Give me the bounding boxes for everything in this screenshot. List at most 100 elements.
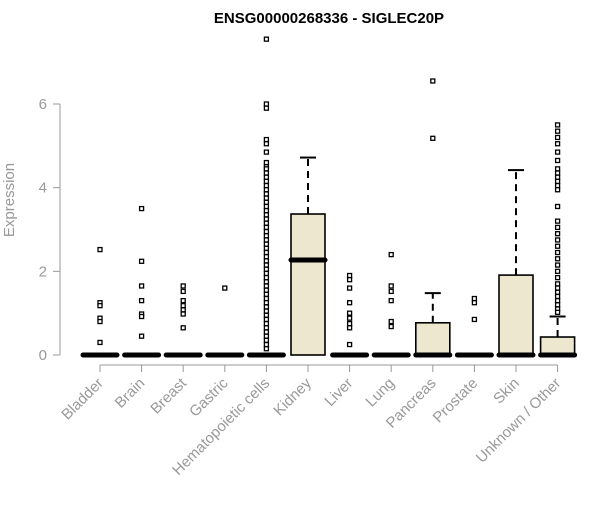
box-brain [122,205,162,358]
outlier-point [263,228,270,235]
outlier-point [554,128,561,134]
outlier-point [180,302,186,309]
outlier-point [97,318,103,325]
outlier-point [554,182,561,189]
outlier-point [263,262,270,268]
outlier-point [263,224,270,231]
y-tick-label: 2 [39,263,47,280]
y-tick-label: 6 [39,96,47,113]
outlier-point [263,337,270,344]
outlier-point [263,274,270,281]
outlier-point [263,212,270,218]
x-tick-label: Prostate [430,375,482,427]
outlier-point [263,166,270,172]
outlier-point [346,325,353,331]
outlier-point [388,323,394,330]
outlier-point [554,122,561,128]
outlier-point [263,170,270,176]
outlier-point [554,256,561,262]
outlier-point [554,134,561,141]
outlier-point [554,174,561,180]
outlier-point [554,262,561,268]
outlier-point [263,199,270,205]
outlier-point [554,166,561,172]
x-tick-label: Liver [321,375,356,410]
outlier-point [346,272,353,279]
outlier-point [263,249,270,256]
outlier-point [263,141,270,147]
outlier-point [138,258,145,264]
outlier-point [263,287,270,293]
box-kidney [288,156,328,356]
outlier-point [263,283,270,289]
outlier-point [263,187,270,193]
x-tick-label: Brain [112,375,149,412]
outlier-point [138,205,145,212]
outlier-point [180,307,186,313]
y-tick-label: 0 [39,347,47,364]
outlier-point [263,195,270,201]
box-breast [163,283,203,358]
outlier-point [346,310,353,316]
outlier-point [346,320,353,327]
chart-title: ENSG00000268336 - SIGLEC20P [214,10,444,27]
y-axis: 0 2 4 6 [39,96,61,364]
box-gastric [205,285,245,358]
box-bladder [80,246,120,358]
box-pancreas [413,78,453,358]
outlier-point [554,285,561,291]
outlier-point [263,316,270,323]
outlier-point [263,233,270,239]
outlier-point [222,285,228,291]
x-tick-label: Lung [362,375,398,411]
outlier-point [263,159,270,166]
outlier-point [263,237,270,243]
outlier-point [263,203,270,210]
x-tick-label: Skin [490,375,523,408]
outlier-point [263,245,270,251]
outlier-point [346,300,353,306]
outlier-point [263,291,270,297]
x-tick-label: Breast [147,374,190,417]
outlier-point [554,157,561,164]
outlier-point [138,333,145,339]
box-body [414,321,451,356]
box-body [498,274,534,356]
box-skin [496,169,536,358]
outlier-point [471,295,478,302]
outlier-point [138,283,145,289]
outlier-point [554,178,561,185]
outlier-point [263,178,270,185]
outlier-point [554,302,561,308]
outlier-point [554,170,561,176]
outlier-point [263,312,270,318]
outlier-point [388,318,394,325]
outlier-point [263,329,270,335]
outlier-point [554,249,561,256]
outlier-point [180,297,186,304]
outlier-point [263,279,270,285]
outlier-point [554,187,561,193]
outlier-point [388,283,394,289]
outlier-point [554,218,561,224]
outlier-point [97,302,103,309]
box-lung [371,251,411,358]
outlier-point [180,325,186,331]
boxes-group [80,36,578,358]
outlier-point [263,341,270,348]
outlier-point [554,309,561,315]
outlier-point [263,304,270,310]
outlier-point [554,243,561,249]
outlier-point [180,311,186,317]
outlier-point [263,346,270,352]
outlier-point [388,251,394,258]
outlier-point [263,105,270,111]
outlier-point [263,254,270,260]
outlier-point [263,300,270,306]
outlier-point [554,203,561,210]
outlier-point [263,36,270,42]
outlier-point [263,325,270,331]
outlier-point [554,297,561,304]
